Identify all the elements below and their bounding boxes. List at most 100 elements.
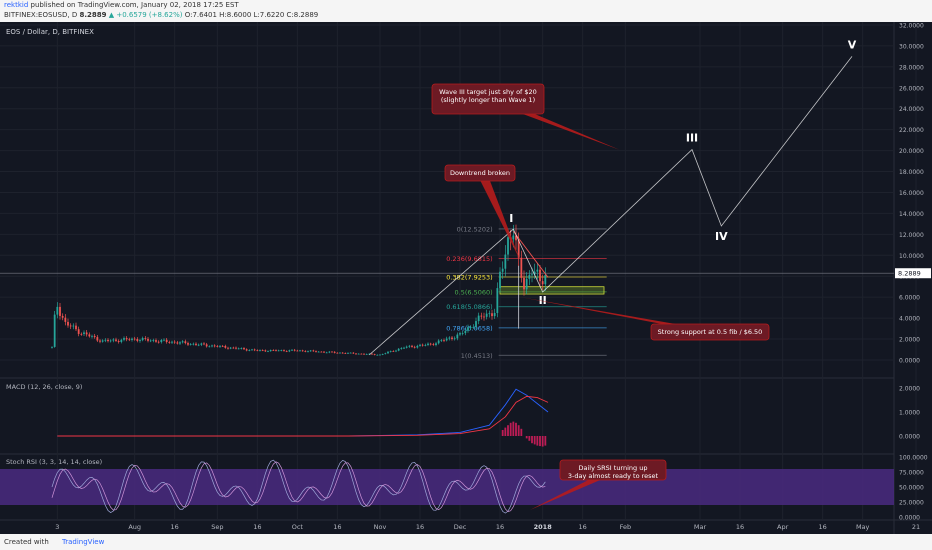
candle-body <box>227 347 229 349</box>
candle-body <box>213 345 216 347</box>
stoch-tick-label: 50.0000 <box>899 485 924 492</box>
price-tick-label: 4.0000 <box>899 316 920 323</box>
price-tick-label: 12.0000 <box>899 232 924 239</box>
x-tick-label: 16 <box>819 523 827 531</box>
candle-body <box>125 338 128 340</box>
macd-histogram-bar <box>533 436 536 445</box>
candle-body <box>179 342 181 344</box>
candle-body <box>309 350 312 352</box>
price-tick-label: 22.0000 <box>899 127 924 134</box>
candle-body <box>144 337 147 339</box>
candle-body <box>264 350 267 352</box>
candle-body <box>493 313 496 317</box>
author-link[interactable]: rektkid <box>4 1 29 9</box>
candle-body <box>363 353 365 355</box>
candle-body <box>123 338 125 340</box>
candle-body <box>240 348 243 349</box>
created-with-label: Created with <box>4 538 49 546</box>
candle-body <box>499 271 501 289</box>
candle-body <box>357 353 360 355</box>
candle-body <box>525 278 528 290</box>
candle-body <box>293 349 296 351</box>
candle-body <box>75 325 77 330</box>
candle-body <box>533 271 536 275</box>
annotation-support-pointer <box>520 297 722 332</box>
macd-tick-label: 2.0000 <box>899 386 920 393</box>
candle-body <box>539 269 541 282</box>
macd-histogram-bar <box>504 427 507 436</box>
candle-body <box>299 350 301 352</box>
candle-body <box>451 337 453 340</box>
candle-body <box>312 350 315 352</box>
candle-body <box>389 350 392 352</box>
macd-histogram-bar <box>501 430 504 436</box>
candle-body <box>235 347 237 349</box>
last-price: 8.2889 <box>79 11 107 19</box>
macd-tick-label: 0.0000 <box>899 434 920 441</box>
candle-body <box>376 354 379 356</box>
candle-body <box>392 350 395 352</box>
candle-body <box>427 343 429 345</box>
candle-body <box>181 341 184 343</box>
price-tick-label: 18.0000 <box>899 169 924 176</box>
candle-body <box>101 340 104 342</box>
candle-body <box>104 339 107 341</box>
macd-histogram-bar <box>507 425 509 436</box>
annotation-support-box <box>650 323 770 341</box>
tradingview-logo[interactable]: TradingView <box>62 538 105 546</box>
candle-body <box>429 343 432 345</box>
candle-body <box>291 349 293 351</box>
annotation-srsi-text: Daily SRSI turning up <box>579 464 648 472</box>
macd-histogram-bar <box>531 436 533 444</box>
stoch-d-line <box>51 461 546 512</box>
annotation-support-text: Strong support at 0.5 fib / $6.50 <box>658 328 763 336</box>
price-tick-label: 28.0000 <box>899 64 924 71</box>
support-zone <box>499 286 605 295</box>
stoch-tick-label: 75.0000 <box>899 470 924 477</box>
candle-body <box>91 335 93 337</box>
candle-body <box>77 329 80 334</box>
candle-body <box>507 237 509 255</box>
wave-label-ii: II <box>539 294 547 307</box>
candle-body <box>531 274 533 276</box>
stoch-tick-label: 100.0000 <box>899 455 928 462</box>
candle-body <box>328 351 331 353</box>
candle-body <box>272 350 275 351</box>
candle-body <box>184 341 187 344</box>
candle-body <box>152 340 155 341</box>
candle-body <box>448 337 451 339</box>
price-tick-label: 0.0000 <box>899 358 920 365</box>
candle-body <box>395 350 397 352</box>
candle-body <box>536 269 539 272</box>
candle-body <box>165 339 168 343</box>
candle-body <box>504 254 507 269</box>
candle-body <box>261 350 264 351</box>
candle-body <box>413 346 416 348</box>
fib-level-label: 0.618(5.0866) <box>446 303 492 311</box>
macd-histogram-bar <box>528 436 531 441</box>
candle-body <box>349 352 352 354</box>
x-tick-label: Apr <box>777 523 789 531</box>
current-price-badge <box>895 268 931 279</box>
chart-canvas[interactable]: 3 Aug 16 Sep 16 Oct 16 Nov 16 Dec 16 2018 16 Feb Mar 16… <box>0 22 932 534</box>
x-tick-label: Mar <box>694 523 707 531</box>
candle-body <box>192 343 195 345</box>
x-tick-label: 16 <box>579 523 587 531</box>
candle-body <box>360 353 363 355</box>
wave-path <box>369 56 853 356</box>
candle-body <box>229 347 232 349</box>
candle-body <box>120 339 123 342</box>
candle-body <box>200 343 203 345</box>
candle-body <box>237 348 240 350</box>
candle-body <box>157 341 160 343</box>
price-tick-label: 10.0000 <box>899 253 924 260</box>
x-tick-label: 16 <box>736 523 744 531</box>
candle-body <box>219 345 221 347</box>
candle-body <box>421 344 424 346</box>
fib-level-label: 1(0.4513) <box>461 352 493 360</box>
fib-level-label: 0.5(6.5060) <box>455 288 493 296</box>
price-tick-label: 24.0000 <box>899 106 924 113</box>
candle-body <box>88 334 91 337</box>
annotation-wave-iii-pointer <box>482 99 620 150</box>
candle-body <box>72 325 75 327</box>
